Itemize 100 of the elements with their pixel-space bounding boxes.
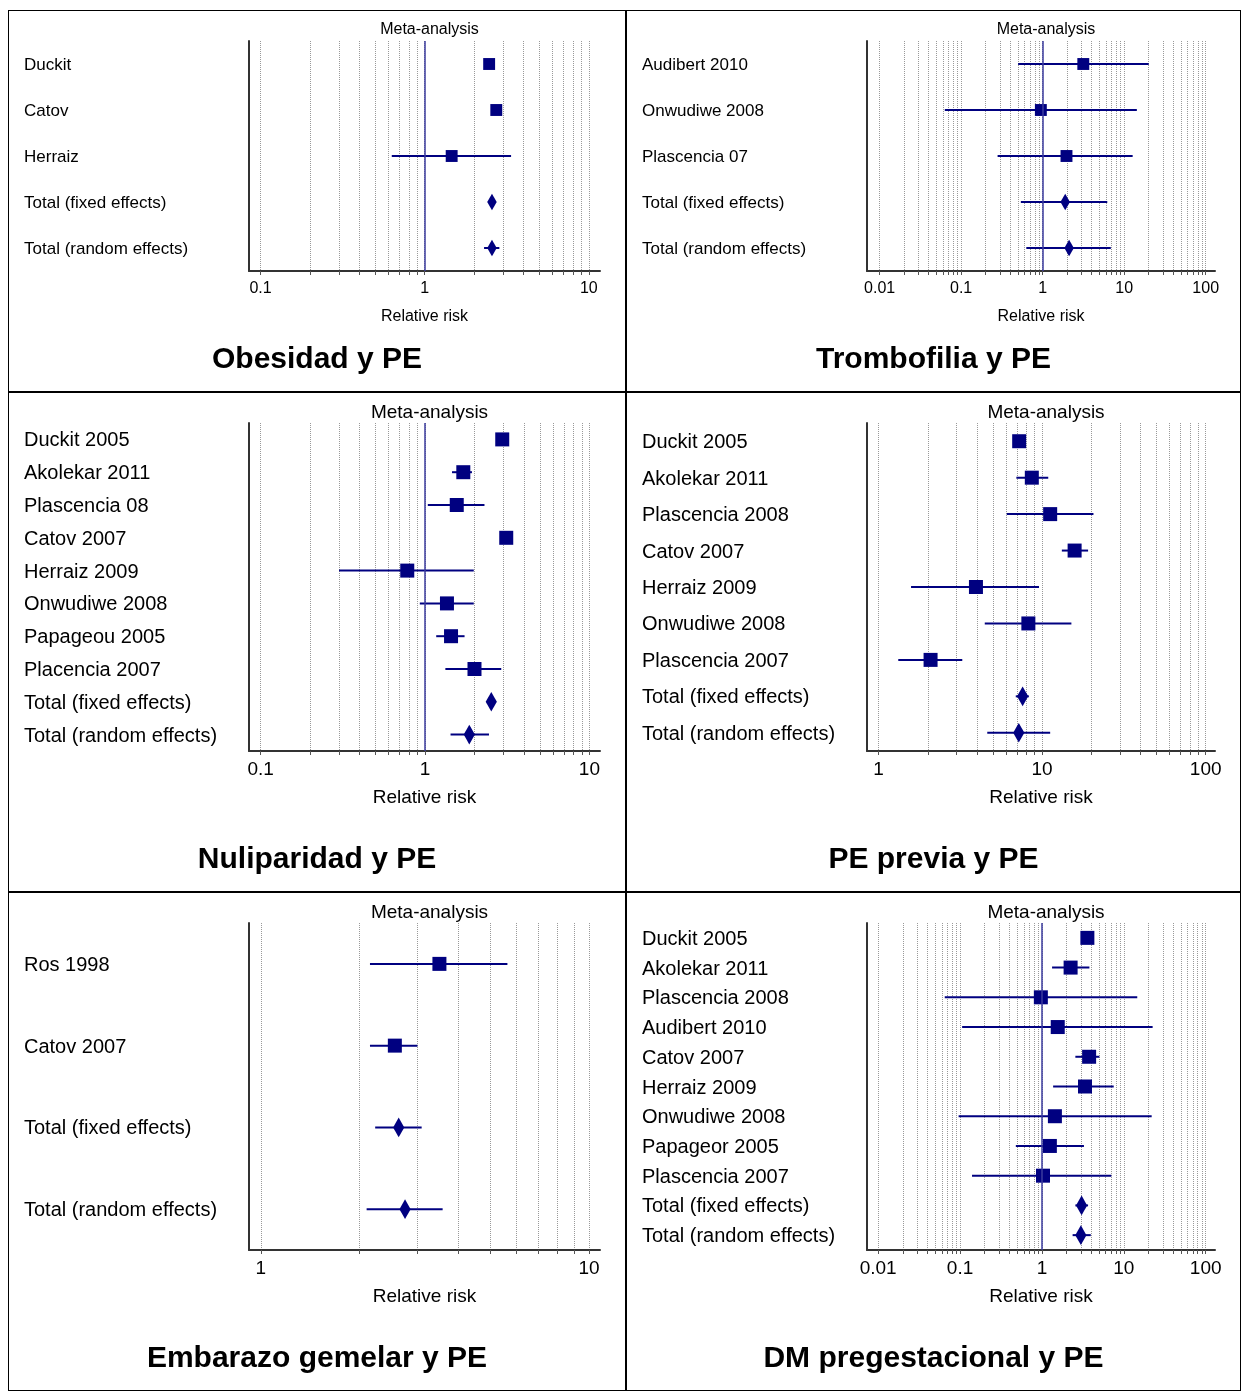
x-tick-label: 1: [419, 758, 431, 779]
x-tick-label: 10: [578, 1257, 600, 1278]
y-tick-label: Total (fixed effects): [24, 690, 192, 713]
chart-subtitle: Meta-analysis: [380, 19, 479, 37]
point: [1078, 1079, 1093, 1094]
x-tick-label: 1: [873, 758, 884, 779]
text: PE previa y PE: [828, 840, 1039, 874]
y-tick-label: Herraiz 2009: [642, 1075, 757, 1098]
y-tick-label: Total (random effects): [642, 1224, 836, 1247]
y-tick-label: Plascencia 07: [642, 146, 748, 166]
point: [1021, 616, 1036, 631]
x-tick-label: 10: [1115, 278, 1134, 296]
y-tick-label: Plascencia 08: [24, 494, 149, 516]
point: [456, 465, 471, 480]
y-tick-label: Audibert 2010: [642, 1016, 767, 1039]
x-tick-label: 0.1: [247, 758, 274, 779]
y-tick-label: Akolekar 2011: [642, 956, 769, 979]
y-tick-label: Akolekar 2011: [24, 461, 151, 484]
y-tick-label: Total (fixed effects): [642, 192, 785, 212]
y-tick-label: Papageou 2005: [24, 625, 166, 648]
x-tick-label: 10: [1113, 1257, 1135, 1278]
point: [467, 662, 482, 676]
point: [1080, 930, 1095, 945]
x-tick-label: 1: [1036, 1257, 1048, 1278]
x-tick-label: 100: [1189, 758, 1222, 779]
y-tick-label: Total (random effects): [24, 723, 218, 746]
x-tick-label: 1: [1038, 278, 1048, 296]
y-tick-label: Ros 1998: [24, 952, 110, 975]
text: Embarazo gemelar y PE: [146, 1339, 488, 1373]
x-axis-title: Relative risk: [380, 306, 470, 324]
chart-subtitle: Meta-analysis: [370, 401, 489, 422]
y-tick-label: Catov 2007: [642, 1045, 745, 1068]
y-tick-label: Total (fixed effects): [642, 1194, 810, 1217]
point: [1050, 1020, 1065, 1035]
point: [1043, 507, 1058, 522]
x-axis-title: Relative risk: [989, 1285, 1094, 1306]
x-tick-label: 0.01: [859, 1257, 897, 1278]
y-tick-label: Akolekar 2011: [642, 466, 769, 489]
point: [387, 1038, 402, 1053]
text: DM pregestacional y PE: [763, 1339, 1104, 1373]
y-tick-label: Total (random effects): [642, 238, 807, 258]
y-tick-label: Plascencia 2008: [642, 986, 789, 1009]
y-tick-label: Duckit 2005: [642, 430, 748, 453]
y-tick-label: Total (random effects): [24, 1198, 218, 1221]
x-tick-label: 0.1: [249, 278, 272, 296]
y-tick-label: Catov: [24, 100, 69, 120]
x-tick-label: 100: [1192, 278, 1220, 296]
point: [449, 498, 464, 512]
point: [490, 104, 503, 116]
x-tick-label: 0.1: [946, 1257, 974, 1278]
y-tick-label: Audibert 2010: [642, 54, 748, 74]
y-tick-label: Onwudiwe 2008: [24, 592, 168, 615]
y-tick-label: Catov 2007: [642, 539, 745, 562]
y-tick-label: Plascencia 2007: [642, 1164, 789, 1187]
y-tick-label: Plascencia 2008: [642, 503, 789, 526]
text: Nuliparidad y PE: [197, 840, 437, 874]
x-tick-label: 100: [1189, 1257, 1222, 1278]
x-axis-title: Relative risk: [989, 786, 1094, 807]
y-tick-label: Catov 2007: [24, 526, 127, 549]
y-tick-label: Catov 2007: [24, 1034, 127, 1057]
x-axis-title: Relative risk: [372, 786, 477, 807]
x-tick-label: 0.01: [864, 278, 896, 296]
y-tick-label: Duckit: [24, 54, 72, 74]
y-tick-label: Total (fixed effects): [24, 1116, 192, 1139]
chart-subtitle: Meta-analysis: [987, 401, 1105, 422]
y-tick-label: Onwudiwe 2008: [642, 1105, 786, 1128]
chart-subtitle: Meta-analysis: [996, 19, 1096, 37]
point: [445, 150, 458, 162]
x-tick-label: 10: [578, 758, 600, 779]
point: [1042, 1138, 1057, 1153]
point: [1024, 470, 1039, 485]
x-axis-title: Relative risk: [997, 306, 1086, 324]
y-tick-label: Onwudiwe 2008: [642, 612, 786, 635]
y-tick-label: Total (random effects): [642, 721, 836, 744]
x-tick-label: 10: [579, 278, 598, 296]
y-tick-label: Duckit 2005: [24, 428, 130, 451]
chart-subtitle: Meta-analysis: [987, 901, 1105, 922]
y-tick-label: Herraiz 2009: [24, 559, 139, 582]
y-tick-label: Plascencia 2007: [642, 648, 789, 671]
y-tick-label: Duckit 2005: [642, 926, 748, 949]
y-tick-label: Total (random effects): [24, 238, 189, 258]
y-tick-label: Total (fixed effects): [642, 685, 810, 708]
x-tick-label: 10: [1031, 758, 1053, 779]
y-tick-label: Placencia 2007: [24, 658, 161, 680]
text: Obesidad y PE: [211, 340, 423, 374]
chart-subtitle: Meta-analysis: [370, 901, 489, 922]
x-axis-title: Relative risk: [372, 1285, 477, 1306]
x-tick-label: 1: [255, 1257, 267, 1278]
y-tick-label: Onwudiwe 2008: [642, 100, 764, 120]
point: [444, 629, 459, 644]
y-tick-label: Herraiz 2009: [642, 576, 757, 598]
point: [1012, 434, 1027, 449]
point: [483, 58, 496, 70]
x-tick-label: 0.1: [950, 278, 973, 296]
y-tick-label: Total (fixed effects): [24, 192, 167, 212]
point: [432, 956, 447, 971]
point: [1047, 1109, 1062, 1124]
x-tick-label: 1: [420, 278, 430, 296]
y-tick-label: Herraiz: [24, 146, 79, 166]
text: Trombofilia y PE: [815, 340, 1052, 374]
